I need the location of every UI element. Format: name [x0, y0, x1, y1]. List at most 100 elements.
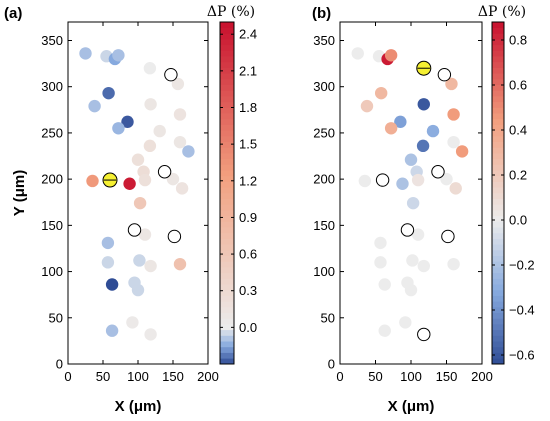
colorbar-segment [492, 107, 504, 114]
x-tick-label: 0 [64, 369, 71, 384]
open-circle-marker [441, 229, 455, 244]
data-point [171, 77, 185, 91]
colorbar-segment [492, 318, 504, 325]
data-point [102, 86, 115, 100]
colorbar-segment [492, 358, 504, 365]
data-point [131, 153, 145, 166]
colorbar-segment [492, 232, 504, 239]
data-point [449, 182, 462, 195]
colorbar-segment [492, 44, 504, 51]
colorbar-segment [220, 101, 234, 108]
open-circle-marker [167, 229, 182, 244]
data-point [133, 196, 147, 210]
data-point [101, 236, 115, 250]
colorbar-segment [492, 90, 504, 97]
colorbar-segment [492, 249, 504, 256]
data-point [455, 145, 469, 158]
colorbar-segment [220, 107, 234, 114]
y-tick-label: 150 [313, 218, 335, 233]
colorbar-segment [492, 124, 504, 131]
colorbar-segment [492, 295, 504, 302]
plot-frame [339, 21, 483, 365]
colorbar-segment [220, 21, 234, 28]
colorbar-tick-label: 0.3 [239, 283, 257, 298]
colorbar-segment [220, 67, 234, 74]
colorbar-tick-label: 0.9 [239, 210, 257, 225]
x-axis-label: X (μm) [115, 398, 162, 415]
data-point [126, 316, 139, 329]
colorbar-segment [220, 130, 234, 137]
data-point [399, 316, 412, 329]
data-point [426, 124, 440, 138]
colorbar-title: ΔP (%) [207, 4, 255, 20]
colorbar-segment [220, 204, 234, 211]
colorbar-segment [492, 329, 504, 336]
data-point [358, 174, 372, 188]
x-tick-label: 150 [162, 369, 184, 384]
data-point [374, 256, 387, 269]
colorbar-segment [220, 221, 234, 228]
y-axis-label: Y (μm) [11, 170, 28, 216]
colorbar-segment [492, 209, 504, 217]
colorbar-segment [492, 255, 504, 262]
colorbar-tick-label: −0.6 [509, 348, 535, 363]
colorbar-segment [220, 226, 234, 234]
colorbar-tick-label: 0.8 [509, 33, 527, 48]
colorbar-tick-label: 0.0 [509, 213, 527, 228]
colorbar-segment [220, 209, 234, 217]
data-point [374, 236, 387, 250]
colorbar-segment [492, 152, 504, 160]
open-circle-marker [431, 165, 445, 179]
data-point [404, 283, 418, 297]
colorbar-segment [492, 141, 504, 148]
data-point [378, 278, 391, 291]
colorbar-segment [492, 21, 504, 28]
colorbar-segment [492, 101, 504, 108]
panel-label: (a) [4, 5, 22, 22]
colorbar-segment [220, 38, 234, 46]
colorbar-segment [492, 335, 504, 342]
colorbar-segment [220, 164, 234, 171]
data-point [447, 135, 460, 149]
colorbar-segment [492, 221, 504, 228]
data-point [86, 174, 99, 188]
y-tick-label: 0 [56, 357, 63, 372]
data-point [384, 122, 398, 135]
data-point [396, 177, 409, 190]
y-tick-label: 300 [313, 79, 335, 94]
y-tick-label: 350 [313, 33, 335, 48]
data-point [406, 196, 420, 210]
colorbar-segment [220, 27, 234, 34]
colorbar-segment [220, 255, 234, 262]
data-point [411, 173, 425, 187]
colorbar-segment [492, 226, 504, 234]
colorbar-segment [220, 329, 234, 336]
colorbar-segment [492, 244, 504, 251]
open-circle-marker [437, 67, 452, 82]
open-circle-marker [127, 223, 142, 237]
colorbar-segment [220, 112, 234, 120]
colorbar-segment [492, 340, 504, 348]
colorbar-segment [492, 112, 504, 120]
data-point [144, 328, 157, 341]
data-point [440, 172, 453, 186]
colorbar-segment [492, 204, 504, 211]
data-point [417, 98, 430, 111]
colorbar-segment [492, 187, 504, 194]
colorbar-segment [220, 61, 234, 68]
colorbar-segment [492, 323, 504, 331]
colorbar-segment [492, 164, 504, 171]
x-tick-label: 200 [197, 369, 219, 384]
colorbar-segment [492, 175, 504, 182]
colorbar-segment [220, 289, 234, 296]
data-point [378, 324, 391, 337]
colorbar-segment [492, 198, 504, 205]
colorbar-segment [220, 181, 234, 188]
colorbar-segment [220, 238, 234, 245]
colorbar-segment [220, 147, 234, 154]
plot-frame [67, 21, 209, 365]
data-point [88, 99, 101, 113]
colorbar-segment [492, 352, 504, 359]
colorbar-segment [492, 73, 504, 80]
colorbar-segment [492, 27, 504, 34]
